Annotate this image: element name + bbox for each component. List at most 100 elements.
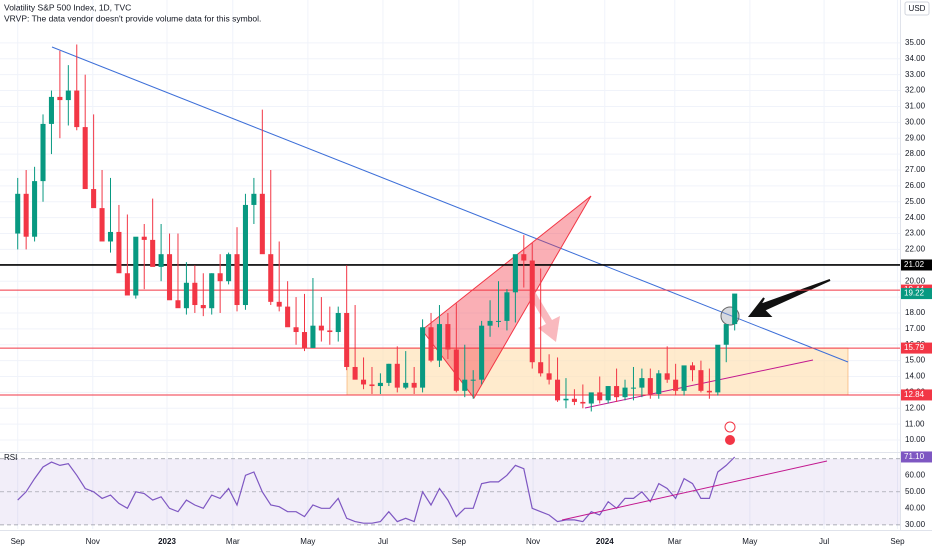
candle-body [420,327,426,388]
y-tick-label: 15.00 [905,356,926,365]
candle-body [445,324,451,350]
rsi-tick-label: 50.00 [905,487,926,496]
x-tick-label: Sep [11,537,26,546]
candle-body [242,204,248,306]
y-tick-label: 25.00 [905,197,926,206]
pane-separator [0,452,900,453]
candle-body [209,273,215,309]
candle-body [183,282,189,309]
y-tick-label: 20.00 [905,276,926,285]
subtitle: VRVP: The data vendor doesn't provide vo… [4,13,261,23]
price-tag [901,259,932,271]
y-tick-label: 17.00 [905,324,926,333]
candle-body [706,390,712,393]
candle-body [689,365,696,371]
candle-body [74,90,80,128]
rsi-tick-label: 30.00 [905,520,926,529]
candle-body [91,189,97,209]
price-tag-label: 19.22 [904,289,925,298]
candle-body [57,96,63,101]
price-tag [901,389,932,401]
candle-body [226,254,232,282]
rsi-tick-label: 60.00 [905,470,926,479]
candle-body [622,387,628,398]
time-border [0,530,932,531]
candle-body [555,379,561,401]
event-icon[interactable] [724,421,736,433]
candle-body [647,378,653,394]
pointer-arrow [747,279,831,317]
candle-body [116,231,122,274]
y-tick-label: 12.00 [905,403,926,412]
candle-body [276,301,282,307]
candle-body [23,193,29,237]
candle-body [512,254,518,293]
y-tick-label: 11.00 [905,419,925,428]
candle-body [580,401,586,404]
y-tick-label: 31.00 [905,102,926,111]
candle-body [158,254,164,267]
candle-body [293,327,299,333]
candle-body [40,123,46,182]
candle-body [234,254,240,306]
x-tick-label: Nov [86,537,100,546]
candle-body [732,293,738,325]
candle-body [377,382,383,387]
candle-body [251,193,257,205]
y-tick-label: 18.00 [905,308,926,317]
rsi-tag-label: 71.10 [904,452,925,461]
candle-body [453,349,459,391]
candle-body [200,305,206,309]
candle-body [571,398,577,402]
candle-body [217,273,223,282]
x-tick-label: 2024 [596,537,614,546]
y-tick-label: 35.00 [905,38,926,47]
x-tick-label: Mar [668,537,682,546]
candle-body [107,231,114,242]
candle-body [386,363,392,383]
candle-body [538,362,544,374]
candle-body [639,378,645,388]
x-tick-label: Jul [819,537,829,546]
y-tick-label: 26.00 [905,181,926,190]
x-tick-label: May [300,537,315,546]
rsi-trend [561,460,828,521]
candle-body [428,327,434,361]
candle-body [344,312,350,367]
y-tick-label: 29.00 [905,133,926,142]
y-tick-label: 23.00 [905,229,926,238]
y-tick-label: 34.00 [905,54,926,63]
candle-body [32,181,38,237]
candle-body [698,370,704,391]
y-tick-label: 32.00 [905,86,926,95]
candle-body [614,386,620,398]
scale-border [900,0,901,530]
candle-body [597,392,603,401]
title: Volatility S&P 500 Index, 1D, TVC [4,2,131,12]
y-tick-label: 28.00 [905,149,926,158]
currency: USD [909,4,926,13]
y-tick-label: 27.00 [905,165,926,174]
y-tick-label: 22.00 [905,245,926,254]
candle-body [301,332,308,348]
candle-body [268,254,274,302]
rsi-tag [901,451,932,463]
currency-box[interactable] [904,1,930,16]
candle-body [335,312,341,333]
candle-body [563,398,569,401]
x-tick-label: Mar [226,537,240,546]
event-icon[interactable] [725,435,735,445]
candle-body [504,292,510,321]
candle-body [369,384,375,387]
trend-line [51,46,849,363]
candle-body [65,90,71,101]
candle-body [715,344,721,393]
candle-body [259,193,265,255]
candle-body [479,325,485,380]
y-tick-label: 10.00 [905,435,926,444]
y-tick-label: 24.00 [905,213,926,222]
candle-body [487,320,493,326]
y-tick-label: 14.00 [905,372,926,381]
x-tick-label: May [742,537,757,546]
candle-body [48,96,54,124]
